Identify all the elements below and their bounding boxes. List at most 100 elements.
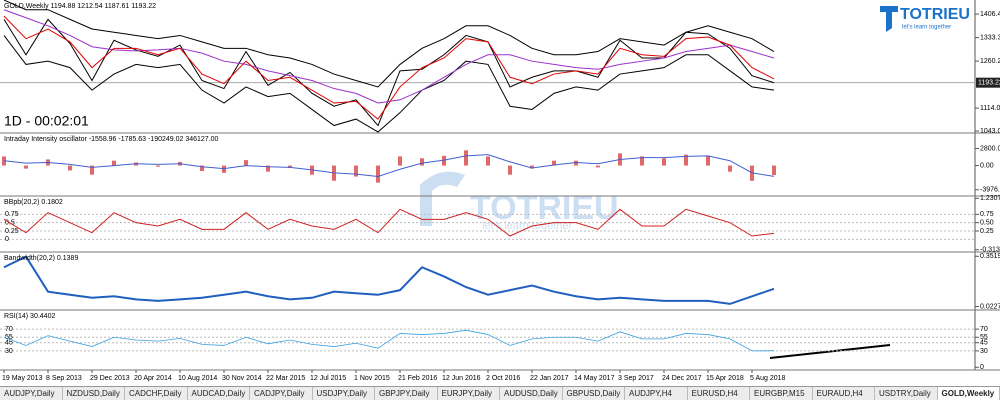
- y-tick-label: 1406.40: [980, 11, 1000, 18]
- x-tick-label: 22 Jan 2017: [530, 375, 569, 382]
- panel-label: RSI(14) 30.4402: [4, 313, 55, 320]
- last-price-label: 1193.22: [978, 80, 1000, 87]
- background: [0, 0, 1000, 386]
- watermark-slogan: let's learn together: [482, 220, 572, 232]
- tab[interactable]: EURGBP,M15: [750, 387, 813, 400]
- y-tick-label: 0.75: [980, 211, 994, 218]
- drawn-trendline: [769, 344, 891, 359]
- histogram-bar: [706, 155, 710, 166]
- y-tick-label: 1043.05: [980, 128, 1000, 135]
- histogram-bar: [222, 165, 226, 173]
- histogram-bar: [200, 165, 204, 172]
- x-tick-label: 15 Apr 2018: [706, 375, 744, 382]
- panel-label: GOLD,Weekly 1194.88 1212.54 1187.61 1193…: [4, 3, 156, 10]
- series-line: [3, 9, 775, 104]
- x-tick-label: 8 Sep 2013: [46, 375, 82, 382]
- x-tick-label: 24 Dec 2017: [662, 375, 702, 382]
- timer: 1D - 00:02:01: [4, 113, 89, 129]
- series-line: [3, 35, 775, 133]
- histogram-bar: [24, 165, 28, 169]
- tab[interactable]: AUDCAD,Daily: [188, 387, 250, 400]
- x-tick-label: 1 Nov 2015: [354, 375, 390, 382]
- histogram-bar: [398, 156, 402, 166]
- histogram-bar: [530, 165, 534, 169]
- x-tick-label: 14 May 2017: [574, 375, 615, 382]
- series-line: [3, 329, 775, 352]
- y-tick-label: 1260.20: [980, 58, 1000, 65]
- histogram-bar: [464, 150, 468, 166]
- histogram-bar: [288, 165, 292, 168]
- last-price-box: [976, 77, 1000, 88]
- y-tick-label: 1.2307: [980, 195, 1000, 202]
- histogram-bar: [662, 158, 666, 166]
- y-tick-label: 0.00: [980, 162, 994, 169]
- histogram-bar: [354, 165, 358, 177]
- level-label: 55: [5, 334, 13, 341]
- tab[interactable]: AUDUSD,Daily: [500, 387, 563, 400]
- y-tick-label: 0: [980, 364, 984, 371]
- tab[interactable]: AUDJPY,H4: [625, 387, 688, 400]
- x-tick-label: 19 May 2013: [2, 375, 43, 382]
- tab[interactable]: GOLD,Weekly: [937, 387, 1000, 400]
- y-tick-label: 0.3519: [980, 253, 1000, 260]
- x-tick-label: 12 Jul 2015: [310, 375, 346, 382]
- histogram-bar: [772, 165, 776, 176]
- series-line: [3, 0, 775, 88]
- y-tick-label: 1333.30: [980, 34, 1000, 41]
- logo-slogan: let's learn together: [902, 25, 951, 31]
- tab[interactable]: USDJPY,Daily: [313, 387, 375, 400]
- histogram-bar: [156, 165, 160, 167]
- level-label: 0.25: [5, 228, 19, 235]
- tab[interactable]: USDTRY,Daily: [875, 387, 938, 400]
- x-tick-label: 30 Nov 2014: [222, 375, 262, 382]
- series-line: [3, 255, 775, 305]
- histogram-bar: [552, 160, 556, 166]
- x-tick-label: 10 Aug 2014: [178, 375, 217, 382]
- level-label: 0.75: [5, 211, 19, 218]
- tab[interactable]: AUDJPY,Daily: [0, 387, 63, 400]
- histogram-bar: [442, 155, 446, 166]
- histogram-bar: [90, 165, 94, 175]
- y-tick-label: 0.25: [980, 228, 994, 235]
- tab-bar: AUDJPY,Daily NZDUSD,Daily CADCHF,Daily AUDC…: [0, 386, 1000, 400]
- histogram-bar: [508, 165, 512, 175]
- tab[interactable]: EURAUD,H4: [813, 387, 875, 400]
- x-tick-label: 22 Mar 2015: [266, 375, 305, 382]
- panel-label: BBpb(20,2) 0.1802: [4, 199, 63, 206]
- histogram-bar: [376, 165, 380, 183]
- histogram-bar: [486, 156, 490, 166]
- series-line: [3, 15, 775, 120]
- x-tick-label: 29 Dec 2013: [90, 375, 130, 382]
- histogram-bar: [112, 160, 116, 166]
- y-tick-label: -3976.28: [980, 187, 1000, 194]
- tab[interactable]: GBPJPY,Daily: [375, 387, 438, 400]
- tab[interactable]: GBPUSD,Daily: [563, 387, 625, 400]
- histogram-bar: [244, 160, 248, 166]
- logo: TOTRIEU let's learn together: [880, 6, 970, 32]
- level-label: 0: [5, 236, 9, 243]
- histogram-bar: [728, 165, 732, 172]
- x-tick-label: 5 Aug 2018: [750, 375, 786, 382]
- x-tick-label: 21 Feb 2016: [398, 375, 437, 382]
- y-tick-label: 0.0227: [980, 303, 1000, 310]
- y-tick-label: 55: [980, 334, 988, 341]
- y-tick-label: 45: [980, 340, 988, 347]
- histogram-bar: [574, 160, 578, 166]
- logo-name: TOTRIEU: [900, 6, 970, 23]
- watermark: TOTRIEU let's learn together: [420, 171, 619, 232]
- logo-icon: [880, 6, 898, 32]
- tab[interactable]: EURJPY,Daily: [438, 387, 500, 400]
- tab[interactable]: CADCHF,Daily: [125, 387, 188, 400]
- tab[interactable]: NZDUSD,Daily: [63, 387, 125, 400]
- histogram-bar: [684, 154, 688, 166]
- histogram-bar: [68, 165, 72, 171]
- histogram-bar: [596, 165, 600, 168]
- tab[interactable]: EURUSD,H4: [688, 387, 750, 400]
- y-tick-label: 0.50: [980, 220, 994, 227]
- panel-label: Bandwidth(20,2) 0.1389: [4, 255, 78, 262]
- terminal-chart: TOTRIEU let's learn together TOTRIEU let…: [0, 0, 1000, 386]
- y-tick-label: 2800.00: [980, 145, 1000, 152]
- x-tick-label: 3 Sep 2017: [618, 375, 654, 382]
- tab[interactable]: CADJPY,Daily: [250, 387, 313, 400]
